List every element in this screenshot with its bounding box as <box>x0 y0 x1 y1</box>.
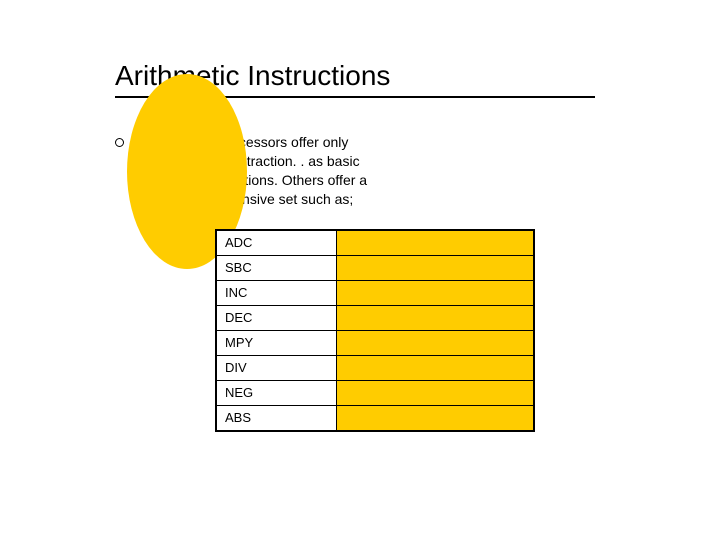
slide-container: Arithmetic Instructions Some microproces… <box>0 0 720 540</box>
instruction-label: DIV <box>217 356 337 380</box>
instruction-desc <box>337 356 533 380</box>
instruction-label: NEG <box>217 381 337 405</box>
table-row: ADC <box>217 231 533 255</box>
instruction-desc <box>337 306 533 330</box>
instruction-desc <box>337 256 533 280</box>
instruction-desc <box>337 331 533 355</box>
hollow-circle-bullet-icon <box>115 138 124 147</box>
instruction-label: SBC <box>217 256 337 280</box>
table-row: DIV <box>217 355 533 380</box>
instruction-desc <box>337 231 533 255</box>
table-row: MPY <box>217 330 533 355</box>
instruction-desc <box>337 381 533 405</box>
table-row: DEC <box>217 305 533 330</box>
instruction-label: ADC <box>217 231 337 255</box>
instruction-desc <box>337 406 533 430</box>
table-row: SBC <box>217 255 533 280</box>
table-row: ABS <box>217 405 533 430</box>
instruction-table: ADC SBC INC DEC MPY DIV <box>215 229 535 432</box>
instruction-label: MPY <box>217 331 337 355</box>
table-row: NEG <box>217 380 533 405</box>
instruction-desc <box>337 281 533 305</box>
table-wrapper: ADC SBC INC DEC MPY DIV <box>215 229 535 432</box>
instruction-label: INC <box>217 281 337 305</box>
table-row: INC <box>217 280 533 305</box>
instruction-label: ABS <box>217 406 337 430</box>
instruction-label: DEC <box>217 306 337 330</box>
